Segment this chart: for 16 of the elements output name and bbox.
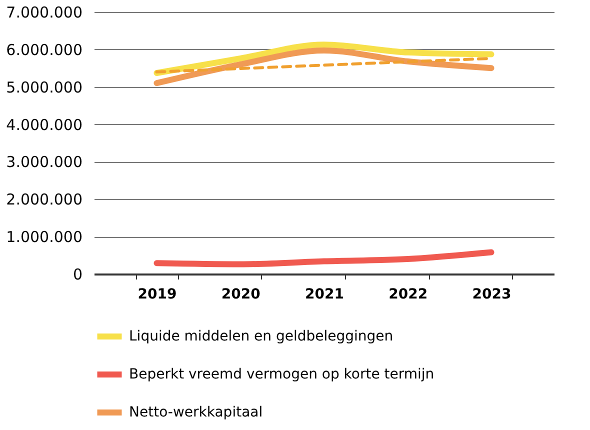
x-tick-label: 2023 xyxy=(472,286,512,302)
legend-label: Beperkt vreemd vermogen op korte termijn xyxy=(129,366,434,382)
legend-label: Netto-werkkapitaal xyxy=(129,404,263,420)
y-tick-label: 4.000.000 xyxy=(6,116,82,134)
legend-label: Liquide middelen en geldbeleggingen xyxy=(129,328,394,344)
x-tick-label: 2019 xyxy=(138,286,177,302)
y-tick-label: 1.000.000 xyxy=(6,228,82,246)
x-tick-label: 2022 xyxy=(388,286,428,302)
y-tick-label: 6.000.000 xyxy=(6,40,82,59)
x-tick-label: 2021 xyxy=(305,286,344,302)
y-tick-label: 0 xyxy=(72,266,82,284)
y-tick-label: 7.000.000 xyxy=(6,4,82,22)
x-tick-label: 2020 xyxy=(221,286,261,302)
y-tick-label: 5.000.000 xyxy=(6,78,82,96)
y-tick-label: 3.000.000 xyxy=(6,153,82,172)
y-tick-label: 2.000.000 xyxy=(6,190,82,209)
